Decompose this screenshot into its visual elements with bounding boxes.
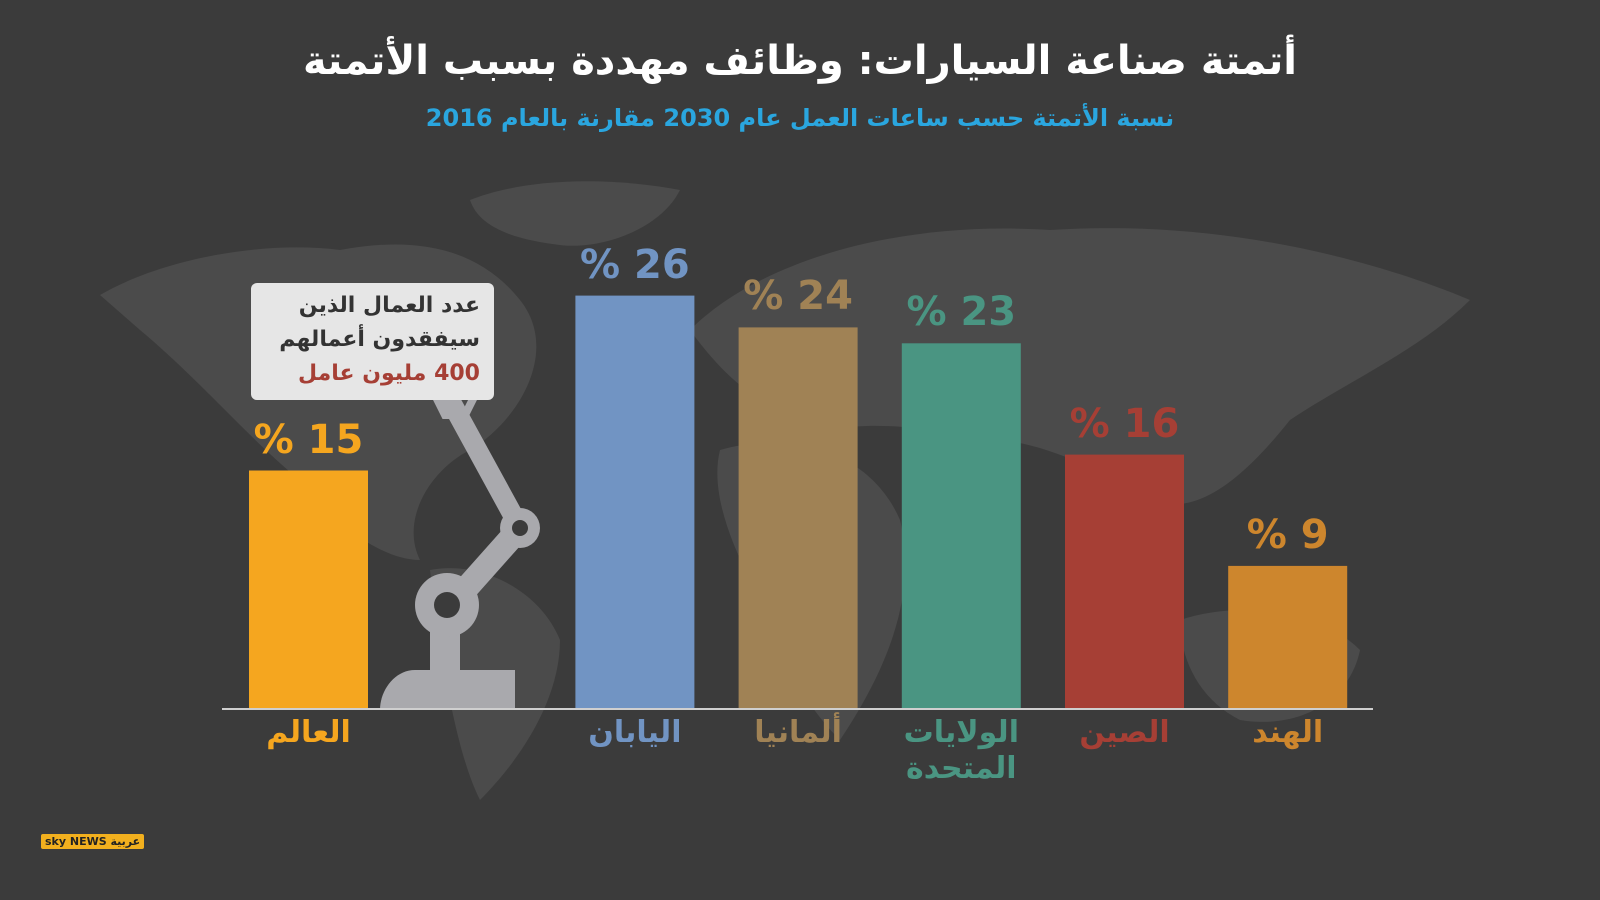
chart-title: أتمتة صناعة السيارات: وظائف مهددة بسبب ا…	[303, 38, 1297, 84]
x-tick-label: الهند	[1252, 715, 1324, 750]
value-label: % 26	[580, 241, 690, 288]
annotation-line: 400 مليون عامل	[298, 361, 480, 386]
annotation-line: عدد العمال الذين	[298, 293, 480, 318]
x-tick-label: العالم	[266, 715, 351, 750]
value-label: % 23	[906, 289, 1017, 336]
logo: sky NEWS عربية	[41, 834, 145, 849]
chart-subtitle: نسبة الأتمتة حسب ساعات العمل عام 2030 مق…	[425, 104, 1175, 132]
value-label: % 9	[1246, 511, 1329, 558]
robot-arm	[380, 390, 540, 710]
annotation-line: سيفقدون أعمالهم	[279, 327, 480, 352]
x-tick-label: الولايات المتحدة	[903, 715, 1019, 786]
x-tick-label: اليابان	[588, 715, 682, 750]
bar	[738, 327, 858, 709]
value-label: % 24	[743, 273, 853, 320]
bar	[249, 470, 368, 709]
value-label: % 16	[1069, 400, 1180, 447]
bar	[1065, 454, 1184, 709]
value-label: % 15	[253, 416, 364, 463]
annotation: عدد العمال الذين سيفقدون أعمالهم 400 ملي…	[251, 283, 494, 400]
bar	[575, 295, 695, 709]
bar	[901, 343, 1021, 709]
x-tick-label: الصين	[1079, 715, 1170, 750]
bar	[1228, 565, 1348, 709]
x-tick-label: ألمانيا	[754, 715, 842, 750]
